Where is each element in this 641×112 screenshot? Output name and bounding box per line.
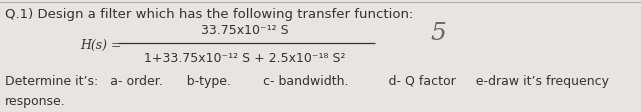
- Text: 1+33.75x10⁻¹² S + 2.5x10⁻¹⁸ S²: 1+33.75x10⁻¹² S + 2.5x10⁻¹⁸ S²: [144, 52, 345, 65]
- Text: 5: 5: [430, 21, 446, 44]
- Text: 33.75x10⁻¹² S: 33.75x10⁻¹² S: [201, 24, 289, 37]
- Text: H(s) =: H(s) =: [80, 38, 122, 51]
- Text: Q.1) Design a filter which has the following transfer function:: Q.1) Design a filter which has the follo…: [5, 8, 413, 21]
- Text: response.: response.: [5, 94, 66, 107]
- Text: Determine it’s:   a- order.      b-type.        c- bandwidth.          d- Q fact: Determine it’s: a- order. b-type. c- ban…: [5, 74, 609, 87]
